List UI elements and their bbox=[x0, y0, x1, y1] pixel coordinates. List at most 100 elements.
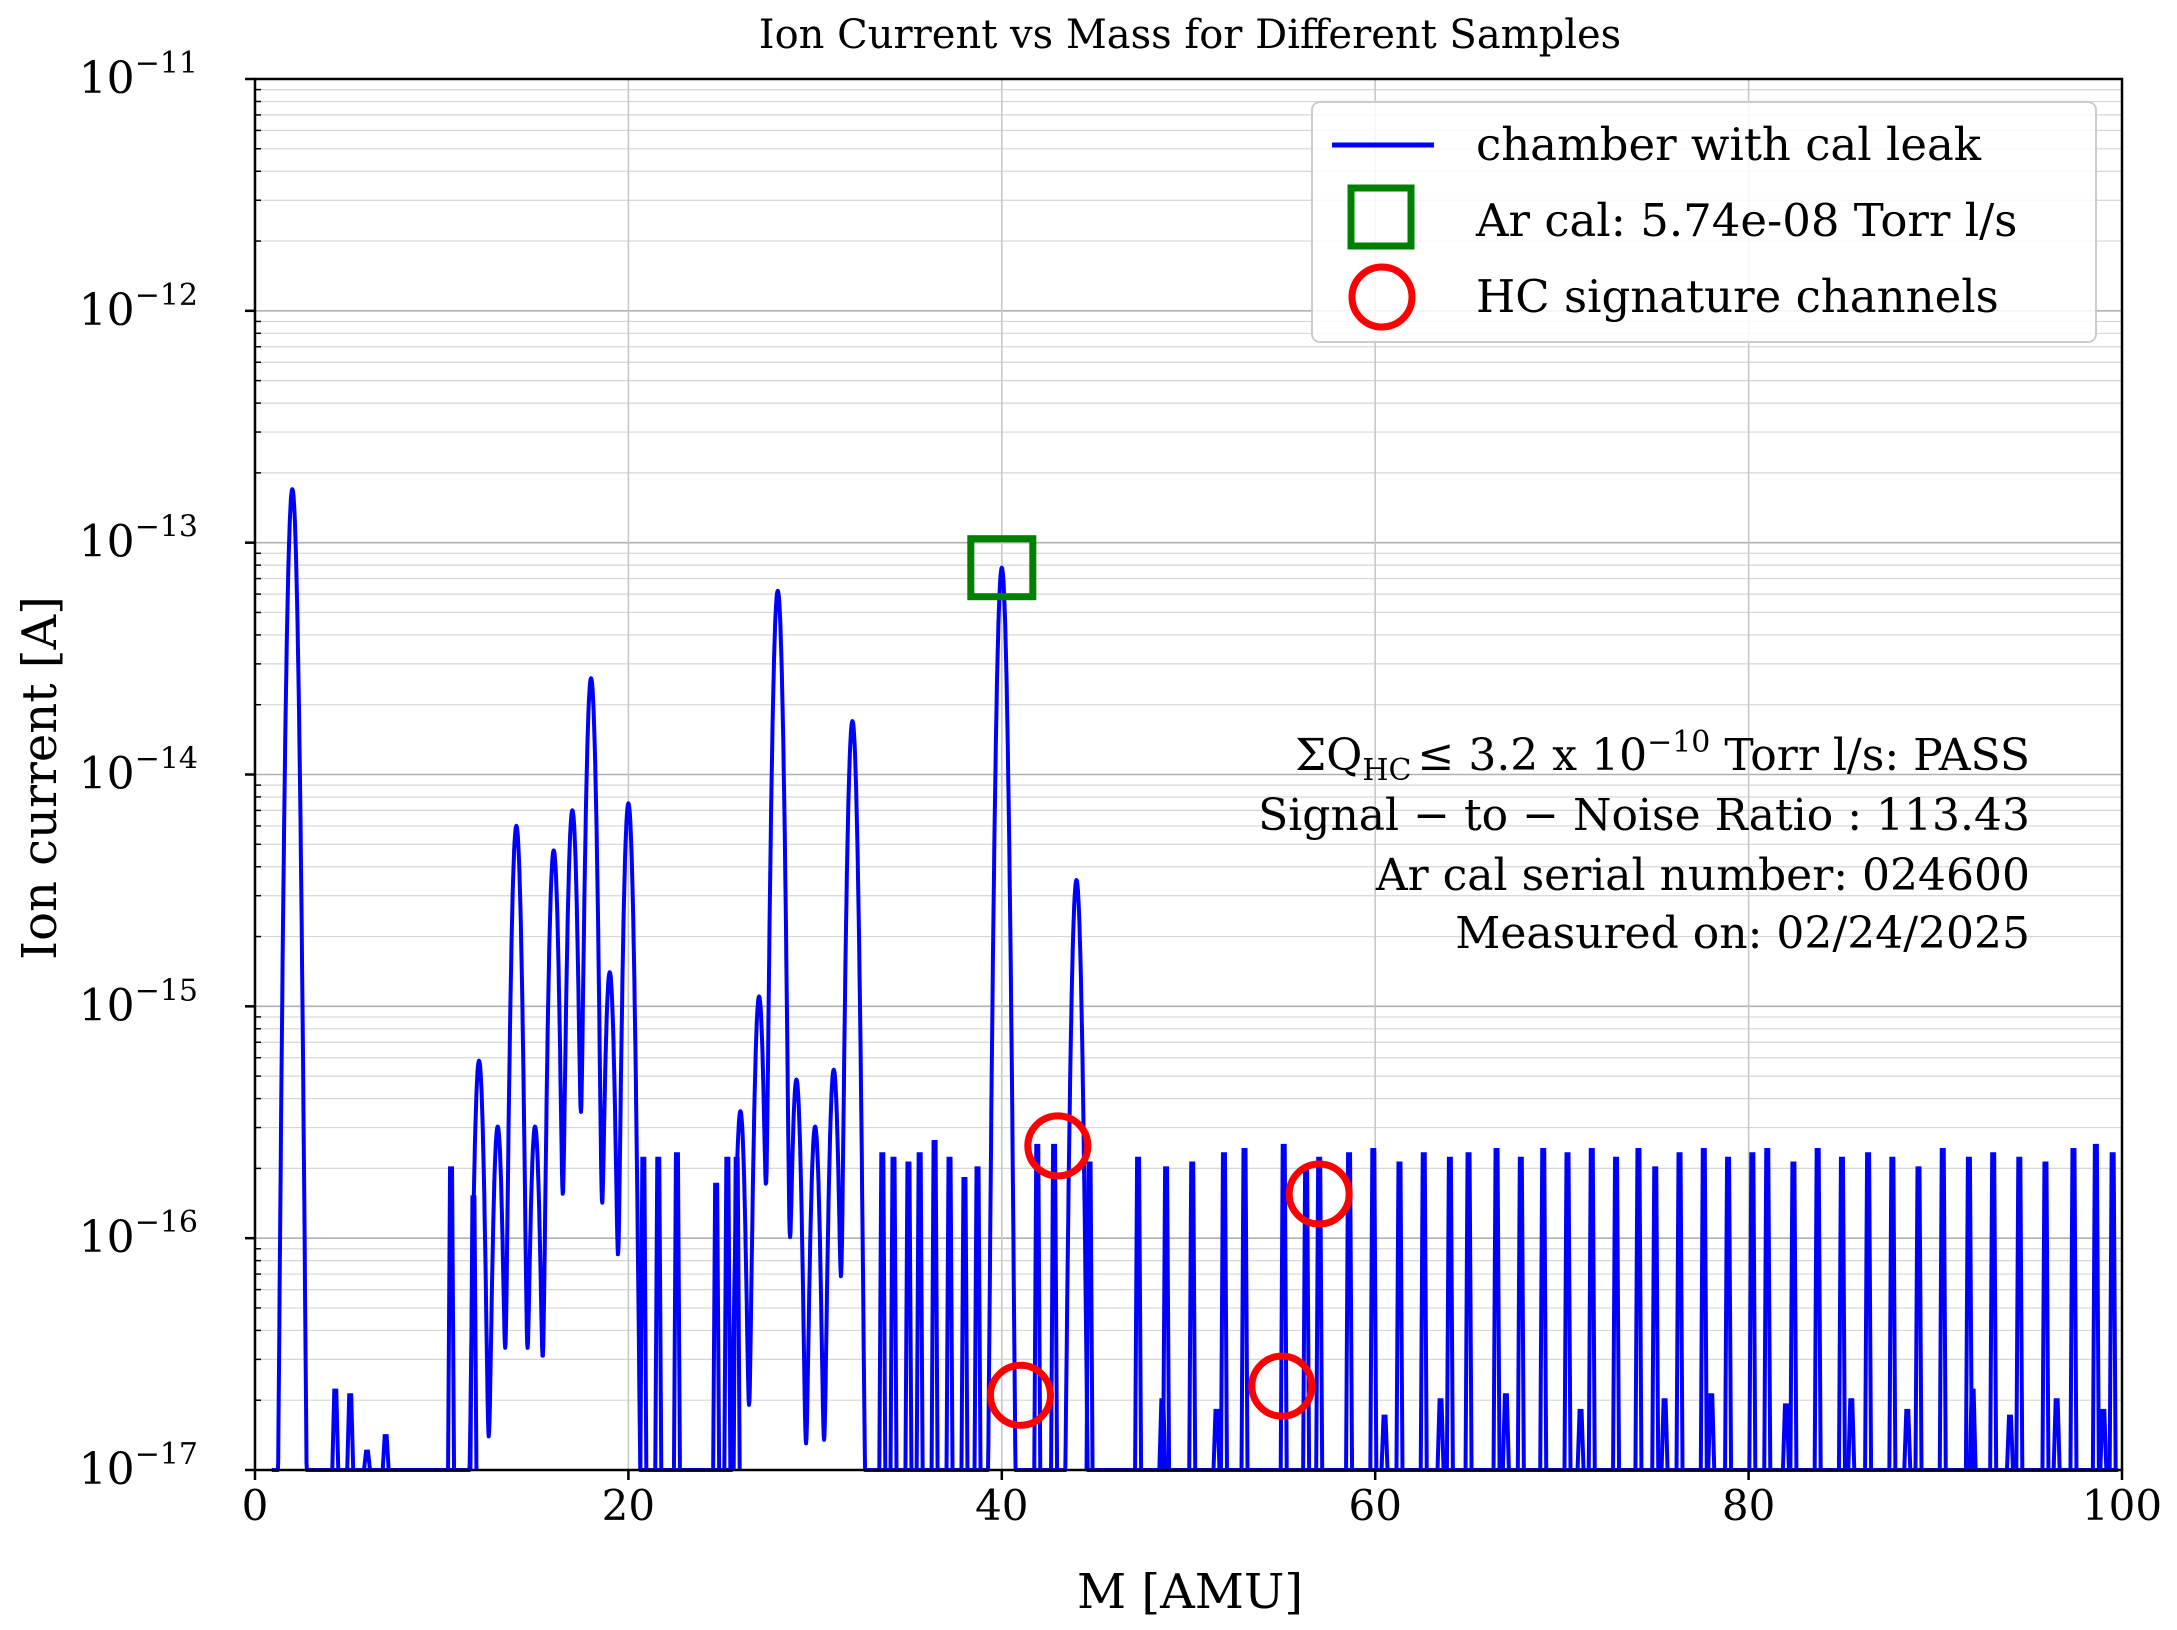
noise-spike bbox=[1887, 1156, 1898, 1471]
noise-spike bbox=[1239, 1148, 1250, 1471]
noise-spike bbox=[1913, 1166, 1924, 1471]
x-tick-label: 80 bbox=[1722, 1481, 1775, 1530]
hc-signature-marker bbox=[1024, 1112, 1092, 1180]
hc-signature-marker bbox=[1285, 1160, 1353, 1228]
noise-spike bbox=[653, 1156, 664, 1471]
y-tick-label: 10−16 bbox=[79, 1205, 198, 1263]
noise-spike bbox=[1788, 1161, 1799, 1471]
noise-spike bbox=[1418, 1152, 1429, 1471]
noise-spike bbox=[330, 1388, 341, 1471]
noise-spike bbox=[362, 1449, 373, 1471]
noise-spike bbox=[1444, 1156, 1455, 1471]
annotation-snr: Signal − to − Noise Ratio : 113.43 bbox=[1258, 790, 2030, 841]
noise-spike bbox=[711, 1182, 722, 1471]
noise-spike bbox=[1780, 1403, 1791, 1471]
noise-spike bbox=[1586, 1148, 1597, 1471]
noise-spike bbox=[1049, 1143, 1060, 1471]
y-tick-label: 10−15 bbox=[79, 973, 198, 1031]
noise-spike bbox=[1187, 1161, 1198, 1471]
noise-spike bbox=[1747, 1152, 1758, 1471]
noise-spike bbox=[1368, 1148, 1379, 1471]
noise-spike bbox=[1988, 1152, 1999, 1471]
noise-spike bbox=[1762, 1148, 1773, 1471]
noise-spike bbox=[1538, 1148, 1549, 1471]
noise-spike bbox=[1278, 1143, 1289, 1471]
noise-spike bbox=[1161, 1166, 1172, 1471]
legend-label-hc: HC signature channels bbox=[1476, 270, 1999, 323]
noise-spike bbox=[446, 1166, 457, 1471]
y-tick-label: 10−17 bbox=[79, 1437, 198, 1495]
y-axis-label: Ion current [A] bbox=[12, 596, 68, 960]
noise-spike bbox=[1674, 1152, 1685, 1471]
noise-spike bbox=[380, 1434, 391, 1471]
x-axis-label: M [AMU] bbox=[1077, 1564, 1303, 1620]
noise-spike bbox=[1463, 1152, 1474, 1471]
x-tick-label: 20 bbox=[602, 1481, 655, 1530]
annotation-hc-sum: ΣQHC ≤ 3.2 x 10−10 Torr l/s: PASS bbox=[1295, 725, 2030, 788]
noise-spike bbox=[1863, 1152, 1874, 1471]
x-tick-label: 40 bbox=[975, 1481, 1028, 1530]
noise-spike bbox=[1698, 1148, 1709, 1471]
noise-spike bbox=[1611, 1156, 1622, 1471]
hc-signature-marker bbox=[986, 1361, 1054, 1429]
noise-spike bbox=[468, 1195, 479, 1471]
noise-spike bbox=[722, 1156, 733, 1471]
noise-spike bbox=[1515, 1156, 1526, 1471]
noise-spike bbox=[1491, 1148, 1502, 1471]
noise-spike bbox=[1218, 1152, 1229, 1471]
x-tick-label: 100 bbox=[2082, 1481, 2162, 1530]
noise-spike bbox=[1314, 1156, 1325, 1471]
noise-spike bbox=[671, 1152, 682, 1471]
legend-square-swatch bbox=[1347, 184, 1415, 250]
noise-spike bbox=[1032, 1143, 1043, 1471]
noise-spike bbox=[638, 1156, 649, 1471]
noise-spike bbox=[1133, 1156, 1144, 1471]
noise-spike bbox=[929, 1139, 940, 1471]
chart-title: Ion Current vs Mass for Different Sample… bbox=[759, 12, 1621, 58]
noise-spike bbox=[1562, 1152, 1573, 1471]
noise-spike bbox=[888, 1156, 899, 1471]
noise-spike bbox=[2098, 1408, 2109, 1471]
axis-ticks: 0 20 40 60 80 100 10−11 10−12 10−13 10−14 10−15 10−… bbox=[79, 46, 2162, 1530]
legend: chamber with cal leak Ar cal: 5.74e-08 T… bbox=[1311, 101, 2097, 343]
y-tick-label: 10−14 bbox=[79, 742, 198, 800]
markers bbox=[967, 535, 1353, 1429]
x-tick-label: 0 bbox=[242, 1481, 269, 1530]
noise-spike bbox=[1633, 1148, 1644, 1471]
ar-cal-marker bbox=[967, 535, 1037, 601]
annotation-date: Measured on: 02/24/2025 bbox=[1455, 908, 2030, 959]
noise-spike bbox=[2090, 1143, 2101, 1471]
noise-spike bbox=[1435, 1398, 1446, 1471]
annotation-block: ΣQHC ≤ 3.2 x 10−10 Torr l/s: PASS Signal … bbox=[1258, 725, 2030, 959]
y-tick-label: 10−13 bbox=[79, 510, 198, 568]
noise-spike bbox=[1500, 1393, 1511, 1471]
noise-spike bbox=[2040, 1161, 2051, 1471]
y-tick-label: 10−12 bbox=[79, 278, 198, 336]
legend-frame bbox=[1311, 101, 2097, 343]
noise-spike bbox=[1902, 1408, 1913, 1471]
noise-spike bbox=[1394, 1161, 1405, 1471]
noise-spike bbox=[1650, 1166, 1661, 1471]
noise-spike bbox=[2014, 1156, 2025, 1471]
noise-spike bbox=[2068, 1148, 2079, 1471]
noise-spike bbox=[2107, 1152, 2118, 1471]
series-lines bbox=[270, 487, 2120, 1472]
noise-spike bbox=[1379, 1414, 1390, 1471]
noise-spike bbox=[1706, 1393, 1717, 1471]
noise-spike bbox=[1084, 1161, 1095, 1471]
noise-spike bbox=[2051, 1398, 2062, 1471]
hc-signature-marker bbox=[1248, 1352, 1316, 1420]
legend-circle-swatch bbox=[1348, 263, 1416, 331]
noise-spike bbox=[1963, 1156, 1974, 1471]
noise-spike bbox=[959, 1176, 970, 1471]
noise-spike bbox=[1659, 1398, 1670, 1471]
annotation-serial: Ar cal serial number: 024600 bbox=[1375, 850, 2030, 901]
noise-spike bbox=[1211, 1408, 1222, 1471]
noise-spike bbox=[903, 1161, 914, 1471]
noise-spike bbox=[1836, 1156, 1847, 1471]
noise-spike bbox=[1723, 1156, 1734, 1471]
noise-spike bbox=[972, 1166, 983, 1471]
noise-spike bbox=[1575, 1408, 1586, 1471]
y-tick-label: 10−11 bbox=[79, 46, 198, 104]
